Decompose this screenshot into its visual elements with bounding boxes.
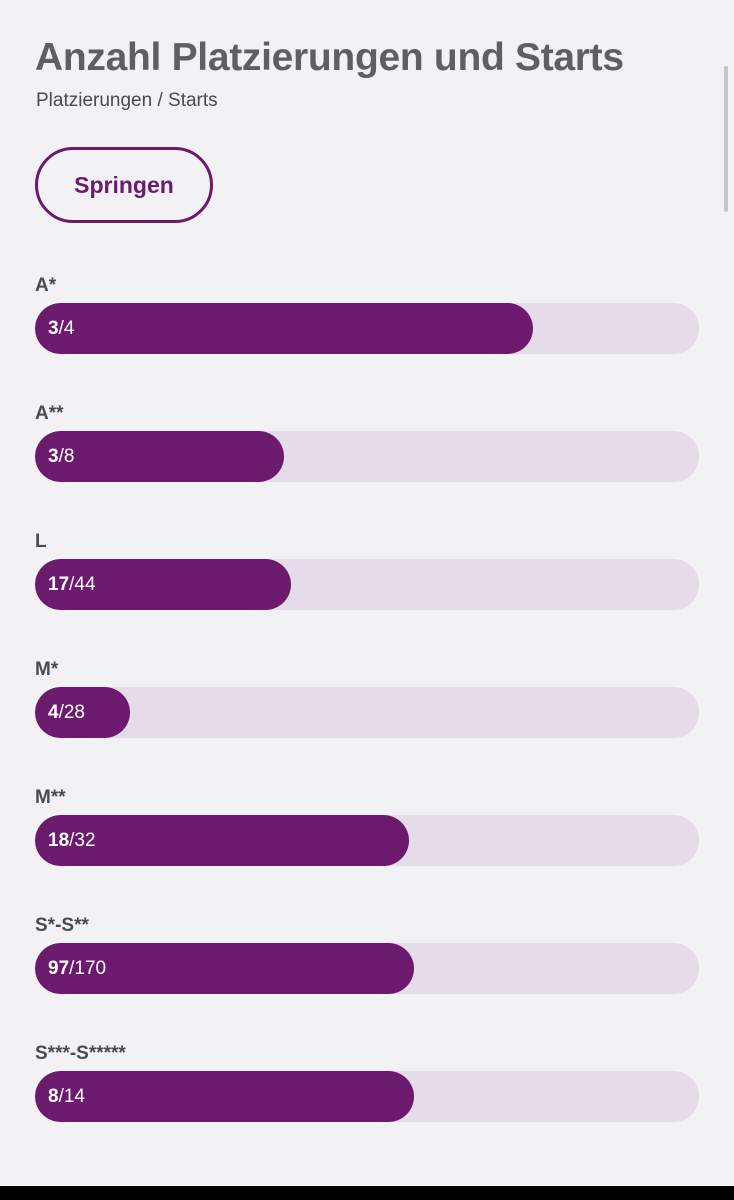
progress-track: 3/4 (35, 303, 699, 354)
class-label: S***-S***** (35, 1043, 126, 1064)
page-title: Anzahl Platzierungen und Starts (35, 36, 624, 79)
progress-track: 8/14 (35, 1071, 699, 1122)
class-label: L (35, 531, 47, 552)
placements-starts-text: 97/170 (48, 943, 106, 994)
separator: / (58, 702, 64, 723)
progress-fill (35, 303, 533, 354)
placement-row: A** 3/8 (35, 403, 699, 482)
placements-count: 8 (48, 1086, 59, 1107)
class-label: M* (35, 659, 59, 680)
progress-track: 97/170 (35, 943, 699, 994)
separator: / (69, 830, 75, 851)
page-subtitle: Platzierungen / Starts (36, 90, 218, 111)
class-label: S*-S** (35, 915, 89, 936)
placements-starts-text: 3/8 (48, 431, 74, 482)
placement-row: S***-S***** 8/14 (35, 1043, 699, 1122)
starts-count: 4 (63, 318, 75, 339)
starts-count: 8 (63, 446, 75, 467)
placements-starts-text: 8/14 (48, 1071, 85, 1122)
starts-count: 28 (63, 702, 85, 723)
class-label: A** (35, 403, 64, 424)
placements-starts-text: 4/28 (48, 687, 85, 738)
placements-count: 4 (48, 702, 59, 723)
class-label: A* (35, 275, 57, 296)
progress-fill (35, 1071, 415, 1122)
system-navigation-bar (0, 1186, 734, 1200)
placements-count: 17 (48, 574, 70, 595)
placement-row: M** 18/32 (35, 787, 699, 866)
placement-row: M* 4/28 (35, 659, 699, 738)
starts-count: 44 (74, 574, 96, 595)
starts-count: 170 (74, 958, 107, 979)
placement-row: L 17/44 (35, 531, 699, 610)
discipline-filter-chip[interactable]: Springen (35, 147, 213, 223)
placements-starts-text: 18/32 (48, 815, 96, 866)
progress-track: 17/44 (35, 559, 699, 610)
progress-fill (35, 815, 409, 866)
starts-count: 32 (74, 830, 96, 851)
separator: / (58, 446, 64, 467)
separator: / (69, 958, 75, 979)
placement-row: A* 3/4 (35, 275, 699, 354)
placements-starts-text: 17/44 (48, 559, 96, 610)
separator: / (58, 318, 64, 339)
progress-fill (35, 431, 284, 482)
placement-row: S*-S** 97/170 (35, 915, 699, 994)
class-label: M** (35, 787, 66, 808)
starts-count: 14 (63, 1086, 85, 1107)
scrollbar[interactable] (724, 66, 728, 212)
progress-track: 4/28 (35, 687, 699, 738)
placements-count: 18 (48, 830, 70, 851)
progress-fill (35, 687, 130, 738)
placements-starts-text: 3/4 (48, 303, 74, 354)
progress-fill (35, 943, 415, 994)
separator: / (69, 574, 75, 595)
progress-track: 3/8 (35, 431, 699, 482)
placements-count: 97 (48, 958, 70, 979)
placements-count: 3 (48, 446, 59, 467)
placements-count: 3 (48, 318, 59, 339)
separator: / (58, 1086, 64, 1107)
progress-fill (35, 559, 292, 610)
progress-track: 18/32 (35, 815, 699, 866)
